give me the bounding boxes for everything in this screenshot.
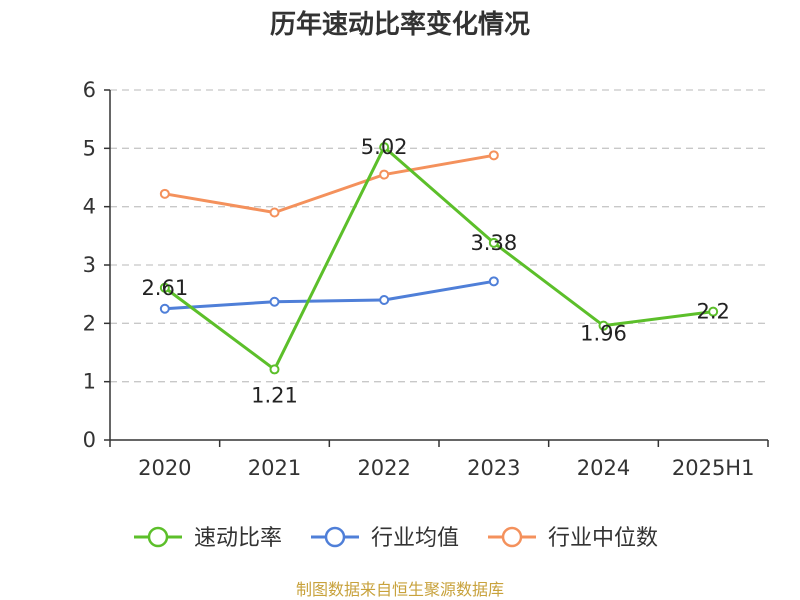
x-tick-label: 2025H1 <box>672 456 755 480</box>
series-point-0 <box>708 306 719 317</box>
y-tick-label: 5 <box>83 136 96 160</box>
axes: 0 1 2 3 4 5 6 2020 2021 2022 2023 2024 2025H1 <box>83 78 769 480</box>
series-point-1 <box>379 295 390 305</box>
series-point-0 <box>269 364 280 375</box>
legend-item-2[interactable]: 行业中位数 <box>488 526 658 551</box>
series-point-0 <box>379 142 390 153</box>
y-tick-label: 4 <box>83 195 96 219</box>
series-lines <box>159 142 719 375</box>
data-labels: 2.61 1.21 5.02 3.38 1.96 2.2 <box>141 135 729 407</box>
data-label: 3.38 <box>470 231 517 255</box>
x-tick-label: 2022 <box>357 456 410 480</box>
legend-label: 行业中位数 <box>548 526 658 551</box>
series-point-0 <box>598 320 609 331</box>
data-label: 2.2 <box>696 300 729 324</box>
legend-item-1[interactable]: 行业均值 <box>311 526 459 551</box>
data-label: 2.61 <box>141 276 188 300</box>
data-label: 5.02 <box>361 135 408 159</box>
legend[interactable]: 速动比率 行业均值 行业中位数 <box>134 526 658 551</box>
series-point-2 <box>488 150 499 161</box>
series-line-2 <box>164 153 495 214</box>
series-point-2 <box>159 188 170 199</box>
series-point-2 <box>379 169 390 180</box>
series-point-0 <box>159 282 170 293</box>
series-point-1 <box>488 276 499 287</box>
series-line-1 <box>164 279 495 311</box>
series-point-1 <box>159 303 170 314</box>
grid-lines <box>110 89 768 383</box>
x-tick-label: 2023 <box>467 456 520 480</box>
x-tick-label: 2021 <box>248 456 301 480</box>
legend-label: 速动比率 <box>194 526 282 551</box>
x-tick-label: 2024 <box>577 456 630 480</box>
source-note: 制图数据来自恒生聚源数据库 <box>296 580 504 599</box>
y-tick-label: 2 <box>83 311 96 335</box>
legend-marker <box>324 526 346 548</box>
legend-label: 行业均值 <box>371 526 459 551</box>
y-tick-label: 0 <box>83 428 96 452</box>
legend-marker <box>147 526 169 548</box>
series-line-0 <box>163 145 714 371</box>
series-point-2 <box>269 207 280 218</box>
x-tick-label: 2020 <box>138 456 191 480</box>
chart-title: 历年速动比率变化情况 <box>270 9 530 40</box>
series-point-0 <box>488 237 499 248</box>
legend-marker <box>501 526 523 548</box>
data-label: 1.21 <box>251 383 298 407</box>
y-tick-label: 3 <box>83 253 96 277</box>
legend-item-0[interactable]: 速动比率 <box>134 526 282 551</box>
y-tick-label: 6 <box>83 78 96 102</box>
data-label: 1.96 <box>580 322 627 346</box>
y-tick-label: 1 <box>83 370 96 394</box>
series-point-1 <box>269 296 280 307</box>
